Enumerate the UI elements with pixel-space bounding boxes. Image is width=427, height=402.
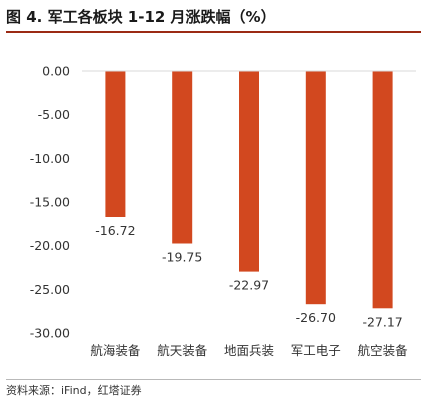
y-tick-label: -15.00 <box>30 195 70 210</box>
bar-series <box>105 71 393 309</box>
y-tick-label: -5.00 <box>38 107 70 122</box>
source-note: 资料来源：iFind，红塔证券 <box>6 384 142 397</box>
bar <box>305 71 326 305</box>
bar <box>372 71 393 309</box>
y-tick-label: -20.00 <box>30 238 70 253</box>
data-label: -16.72 <box>95 223 135 238</box>
x-category-label: 航天装备 <box>157 343 208 358</box>
data-label: -22.97 <box>229 278 269 293</box>
data-labels: -16.72 -19.75 -22.97 -26.70 -27.17 <box>95 223 402 329</box>
x-category-label: 航空装备 <box>358 343 409 358</box>
footer-rule <box>6 379 421 380</box>
data-label: -27.17 <box>362 314 402 329</box>
x-axis: 航海装备 航天装备 地面兵装 军工电子 航空装备 <box>82 70 416 358</box>
x-category-label: 地面兵装 <box>224 343 274 358</box>
data-label: -26.70 <box>296 310 336 325</box>
title-rule <box>6 31 421 33</box>
y-tick-label: -30.00 <box>30 326 70 341</box>
y-tick-label: 0.00 <box>42 64 70 79</box>
bar-chart: 0.00-5.00-10.00-15.00-20.00-25.00-30.00 … <box>30 64 416 358</box>
x-category-label: 军工电子 <box>291 343 341 358</box>
bar <box>239 71 259 272</box>
x-category-label: 航海装备 <box>90 343 141 358</box>
y-axis: 0.00 -5.00 -10.00 -15.00 -20.00 -25.00 -30.00 <box>30 64 70 341</box>
bar <box>105 71 126 217</box>
y-tick-label: -10.00 <box>30 151 70 166</box>
y-tick-label: -25.00 <box>30 282 70 297</box>
data-label: -19.75 <box>162 249 202 264</box>
chart-title: 图 4. 军工各板块 1-12 月涨跌幅（%） <box>6 8 276 26</box>
bar <box>172 71 193 244</box>
